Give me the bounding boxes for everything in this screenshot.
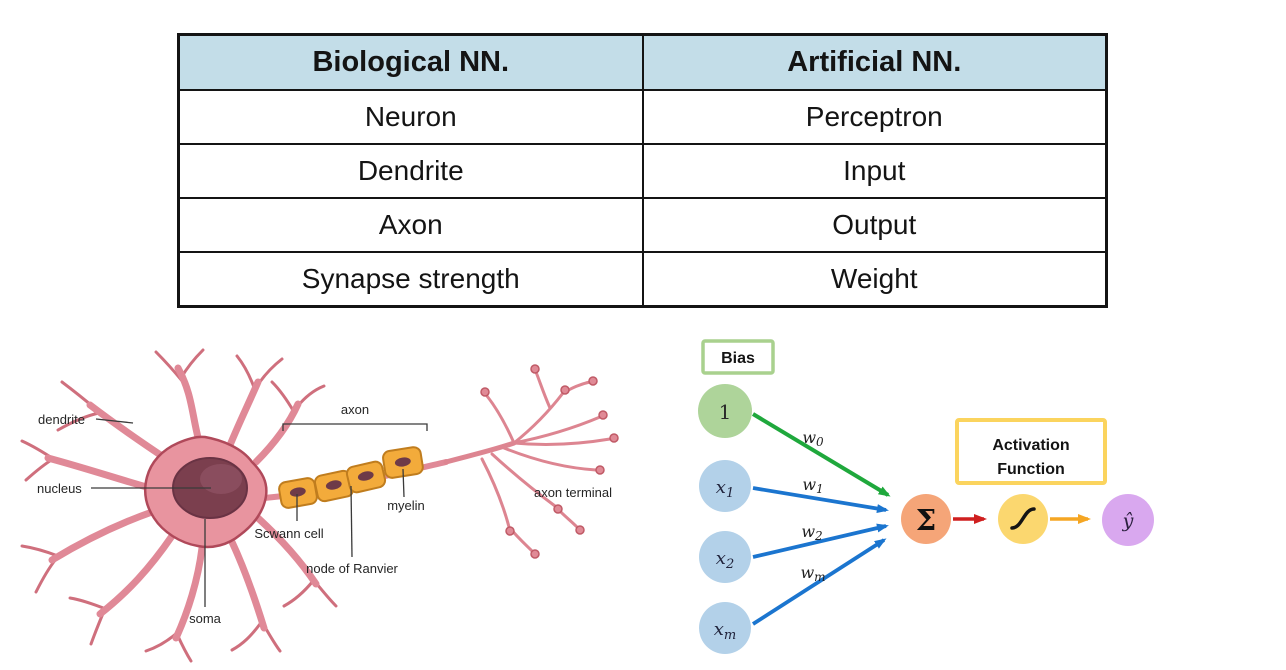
bias-weight-arrow <box>751 412 891 497</box>
myelin-segment <box>345 460 387 494</box>
sum-node <box>901 494 951 544</box>
table-cell: Synapse strength <box>177 251 644 308</box>
table-cell: Input <box>641 143 1108 199</box>
input-node-x2 <box>699 531 751 583</box>
dendrite-label: dendrite <box>38 412 85 427</box>
weight-label-wm: wm <box>800 563 825 584</box>
input2-weight-arrow <box>752 523 889 559</box>
myelin-label: myelin <box>387 498 425 513</box>
schwann-nucleus <box>394 457 411 467</box>
activation-function-label-line1: Activation <box>992 437 1069 454</box>
input-node-label-xm: xm <box>714 619 736 643</box>
node-of-ranvier-label: node of Ranvier <box>306 561 398 576</box>
comparison-table: Biological NN. Artificial NN. Neuron Per… <box>177 33 1108 308</box>
input-node-x1 <box>699 460 751 512</box>
weight-label-w0: w0 <box>802 428 824 449</box>
input-node-label-x1: x1 <box>716 477 734 501</box>
table-row: Neuron Perceptron <box>177 89 1108 145</box>
axon-terminal-bulb <box>530 364 540 374</box>
axon-bracket <box>282 423 428 431</box>
sum-symbol: Σ <box>916 503 937 537</box>
activation-function-label-line2: Function <box>997 461 1065 478</box>
bias-box-label: Bias <box>721 350 755 367</box>
dendrite-leader <box>95 418 134 424</box>
nucleus-label: nucleus <box>37 481 82 496</box>
dendrite-trunks <box>44 364 320 642</box>
weight-label-w1: w1 <box>802 475 823 496</box>
myelin-leader <box>402 468 405 498</box>
bias-node-value: 1 <box>719 400 732 424</box>
node-of-ranvier-leader <box>350 485 353 558</box>
input-node-label-x2: x2 <box>716 548 734 572</box>
axon-terminal-bulb <box>588 376 598 386</box>
bias-node <box>698 384 752 438</box>
myelin-segment <box>313 469 355 503</box>
activation-function-box <box>955 418 1107 485</box>
dendrite-twigs <box>20 348 338 663</box>
output-symbol: ŷ <box>1122 510 1134 532</box>
table-cell: Neuron <box>177 89 644 145</box>
input-node-xm <box>699 602 751 654</box>
axon-terminal-bulb <box>609 433 619 443</box>
axon-terminal-stem <box>443 440 517 465</box>
axon-terminal-branches <box>443 364 619 559</box>
table-row: Synapse strength Weight <box>177 251 1108 308</box>
table-cell: Weight <box>641 251 1108 308</box>
perceptron-figure: Bias Activation Function 1 x1 x2 xm Σ ŷ … <box>698 339 1154 654</box>
axon-terminal-label: axon terminal <box>534 485 612 500</box>
table-cell: Output <box>641 197 1108 253</box>
myelin-segment <box>382 446 424 479</box>
axon-terminal-bulb <box>480 387 490 397</box>
bias-box <box>701 339 775 375</box>
table-header-artificial: Artificial NN. <box>641 33 1108 91</box>
axon-terminal-bulb <box>598 410 608 420</box>
table-row: Dendrite Input <box>177 143 1108 199</box>
soma-label: soma <box>189 611 222 626</box>
biological-neuron-figure: dendrite nucleus soma axon Scwann cell n… <box>20 348 619 663</box>
axon-terminal-bulb <box>530 549 540 559</box>
schwann-nucleus <box>289 487 306 497</box>
table-header-row: Biological NN. Artificial NN. <box>177 33 1108 91</box>
table-cell: Dendrite <box>177 143 644 199</box>
axon-terminal-bulb <box>560 385 570 395</box>
table-header-biological: Biological NN. <box>177 33 644 91</box>
table-row: Axon Output <box>177 197 1108 253</box>
axon-terminal-bulb <box>553 504 563 514</box>
nucleus-highlight <box>200 464 242 494</box>
inputm-weight-arrow <box>751 538 887 626</box>
table-cell: Perceptron <box>641 89 1108 145</box>
leader-lines <box>91 418 428 607</box>
output-node <box>1102 494 1154 546</box>
input1-weight-arrow <box>752 486 889 513</box>
table-cell: Axon <box>177 197 644 253</box>
axon-label: axon <box>341 402 369 417</box>
axon-terminal-bulb <box>575 525 585 535</box>
sigmoid-curve-icon <box>1010 507 1036 530</box>
schwann-cell-label: Scwann cell <box>254 526 323 541</box>
weight-label-w2: w2 <box>801 522 822 543</box>
axon-terminal-branch-paths <box>480 370 612 553</box>
axon-terminal-bulb <box>505 526 515 536</box>
schwann-nucleus <box>325 480 342 490</box>
schwann-nucleus <box>357 471 374 481</box>
axon-terminal-bulb <box>595 465 605 475</box>
myelin-segment <box>278 477 318 509</box>
